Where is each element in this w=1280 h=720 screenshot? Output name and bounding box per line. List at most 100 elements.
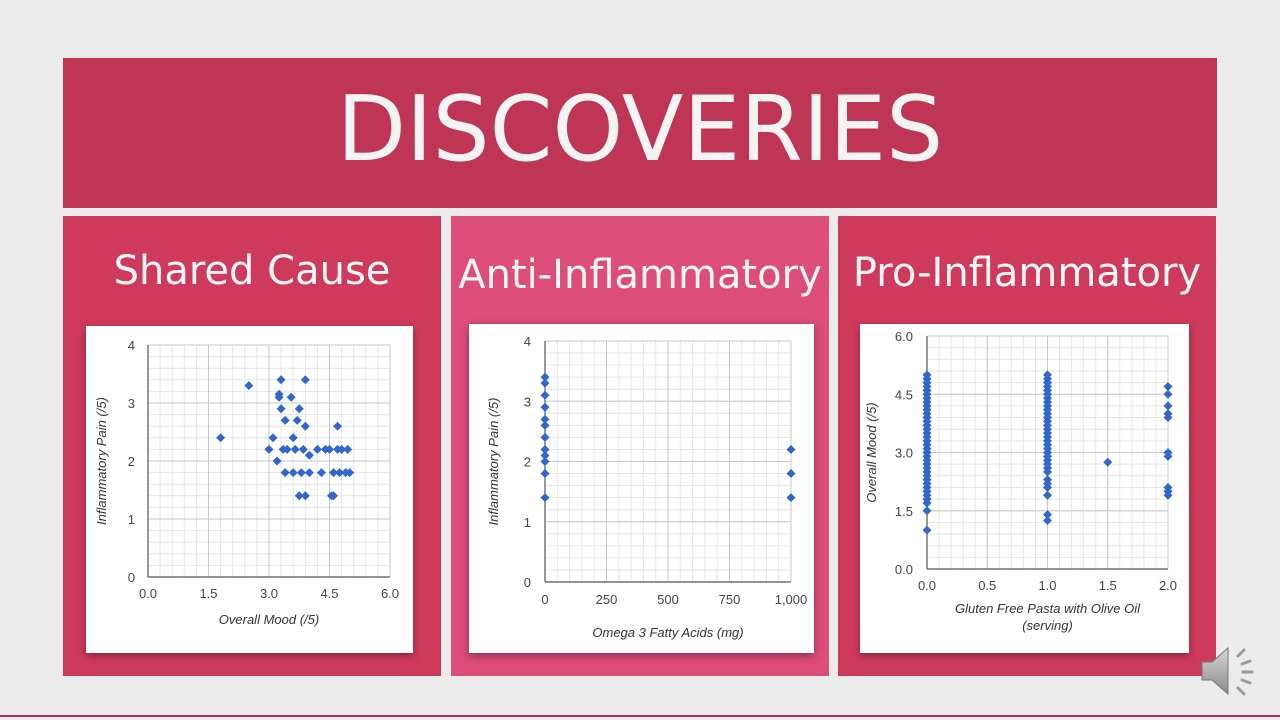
data-point [540, 390, 550, 400]
data-point [1043, 515, 1052, 525]
scatter-chart-omega3-vs-pain: 0 250 500 750 1,000 0 1 2 3 4 Omega 3 Fatty Acids … [486, 334, 808, 640]
data-point [288, 433, 298, 443]
y-tick-label: 1.5 [895, 504, 913, 519]
data-point [312, 444, 322, 454]
x-tick-label: 1,000 [775, 592, 808, 607]
y-tick-label: 0 [524, 575, 531, 590]
data-point [1163, 389, 1173, 399]
y-tick-label: 4.5 [895, 387, 913, 402]
data-point [922, 506, 932, 516]
x-tick-label: 3.0 [260, 586, 278, 601]
panel-heading: Shared Cause [113, 248, 391, 294]
data-point [540, 450, 550, 460]
x-tick-label: 2.0 [1159, 578, 1177, 593]
data-point [1163, 451, 1173, 461]
chart-card-omega3-pain: 0 250 500 750 1,000 0 1 2 3 4 Omega 3 Fatty Acids … [469, 324, 814, 653]
title-banner: DISCOVERIES [63, 58, 1217, 208]
x-axis-label: Omega 3 Fatty Acids (mg) [592, 625, 743, 640]
data-point [540, 432, 550, 442]
x-tick-label: 4.5 [320, 586, 338, 601]
x-tick-label: 1.0 [1038, 578, 1056, 593]
data-point [1043, 490, 1052, 500]
data-point [922, 525, 932, 535]
data-point [272, 456, 282, 466]
y-tick-label: 0.0 [895, 562, 913, 577]
x-tick-label: 500 [657, 592, 679, 607]
y-tick-label: 4 [128, 338, 135, 353]
data-point [540, 457, 550, 466]
x-axis-label: Gluten Free Pasta with Olive Oil (serving… [955, 601, 1141, 633]
data-point [1163, 413, 1173, 423]
data-point [296, 468, 306, 478]
data-point [290, 444, 300, 454]
data-point [786, 444, 796, 454]
data-point [333, 421, 343, 431]
y-axis-label: Inflammatory Pain (/5) [486, 398, 501, 526]
data-point [343, 444, 353, 454]
x-tick-label: 0 [541, 592, 548, 607]
data-point [1043, 467, 1052, 477]
y-tick-label: 2 [128, 454, 135, 469]
data-point [540, 420, 550, 430]
data-point [1163, 381, 1173, 391]
data-point [786, 469, 796, 479]
x-tick-label: 1.5 [1099, 578, 1117, 593]
data-point [1043, 482, 1052, 492]
data-point [540, 469, 550, 479]
data-point [540, 493, 550, 503]
data-point [1163, 490, 1173, 500]
data-point [300, 491, 310, 501]
y-tick-label: 1 [524, 515, 531, 530]
data-point [276, 375, 286, 385]
data-point [335, 468, 345, 478]
data-point [274, 389, 284, 399]
data-point [264, 444, 274, 454]
x-axis-label: Overall Mood (/5) [219, 612, 319, 627]
y-tick-label: 3 [128, 396, 135, 411]
x-tick-label: 0.0 [918, 578, 936, 593]
data-point [294, 404, 304, 414]
speaker-icon[interactable] [1198, 642, 1264, 700]
data-point [216, 433, 226, 443]
data-point [268, 433, 278, 443]
data-point [540, 372, 550, 382]
x-tick-label: 0.0 [139, 586, 157, 601]
data-point [294, 491, 304, 501]
data-point [337, 444, 347, 454]
data-point [1163, 401, 1173, 411]
x-tick-label: 6.0 [381, 586, 399, 601]
data-point [540, 402, 550, 412]
data-point [1103, 457, 1113, 467]
panel-heading: Pro-Inflammatory [852, 250, 1202, 296]
data-point [300, 421, 310, 431]
scatter-chart-mood-vs-pain: 0.0 1.5 3.0 4.5 6.0 0 1 2 3 4 Overall Mood (/5) Inf… [94, 338, 399, 627]
chart-card-pasta-mood: 0.0 0.5 1.0 1.5 2.0 0.0 1.5 3.0 4.5 6.0 Gluten Fre… [860, 324, 1189, 653]
y-tick-label: 3 [524, 394, 531, 409]
data-point [329, 491, 339, 501]
data-point [922, 498, 932, 508]
data-point [325, 444, 334, 454]
data-point [316, 468, 326, 478]
y-tick-label: 0 [128, 570, 135, 585]
bottom-divider [0, 715, 1280, 717]
data-point [286, 392, 296, 402]
y-tick-label: 3.0 [895, 446, 913, 461]
data-point [540, 414, 550, 424]
data-point [298, 444, 308, 454]
scatter-chart-pasta-vs-mood: 0.0 0.5 1.0 1.5 2.0 0.0 1.5 3.0 4.5 6.0 Gluten Fre… [864, 329, 1177, 633]
data-point [304, 468, 314, 478]
y-axis-label: Overall Mood (/5) [864, 402, 879, 502]
data-point [282, 444, 292, 454]
data-point [540, 444, 550, 454]
data-point [288, 468, 298, 478]
y-tick-label: 6.0 [895, 329, 913, 344]
slide-title: DISCOVERIES [336, 76, 944, 182]
x-tick-label: 1.5 [199, 586, 217, 601]
y-tick-label: 2 [524, 455, 531, 470]
chart-card-mood-pain: 0.0 1.5 3.0 4.5 6.0 0 1 2 3 4 Overall Mood (/5) Inf… [86, 326, 413, 653]
data-point [280, 415, 290, 425]
data-point [329, 468, 339, 478]
y-tick-label: 1 [128, 512, 135, 527]
x-tick-label: 250 [596, 592, 618, 607]
data-point [276, 404, 286, 414]
